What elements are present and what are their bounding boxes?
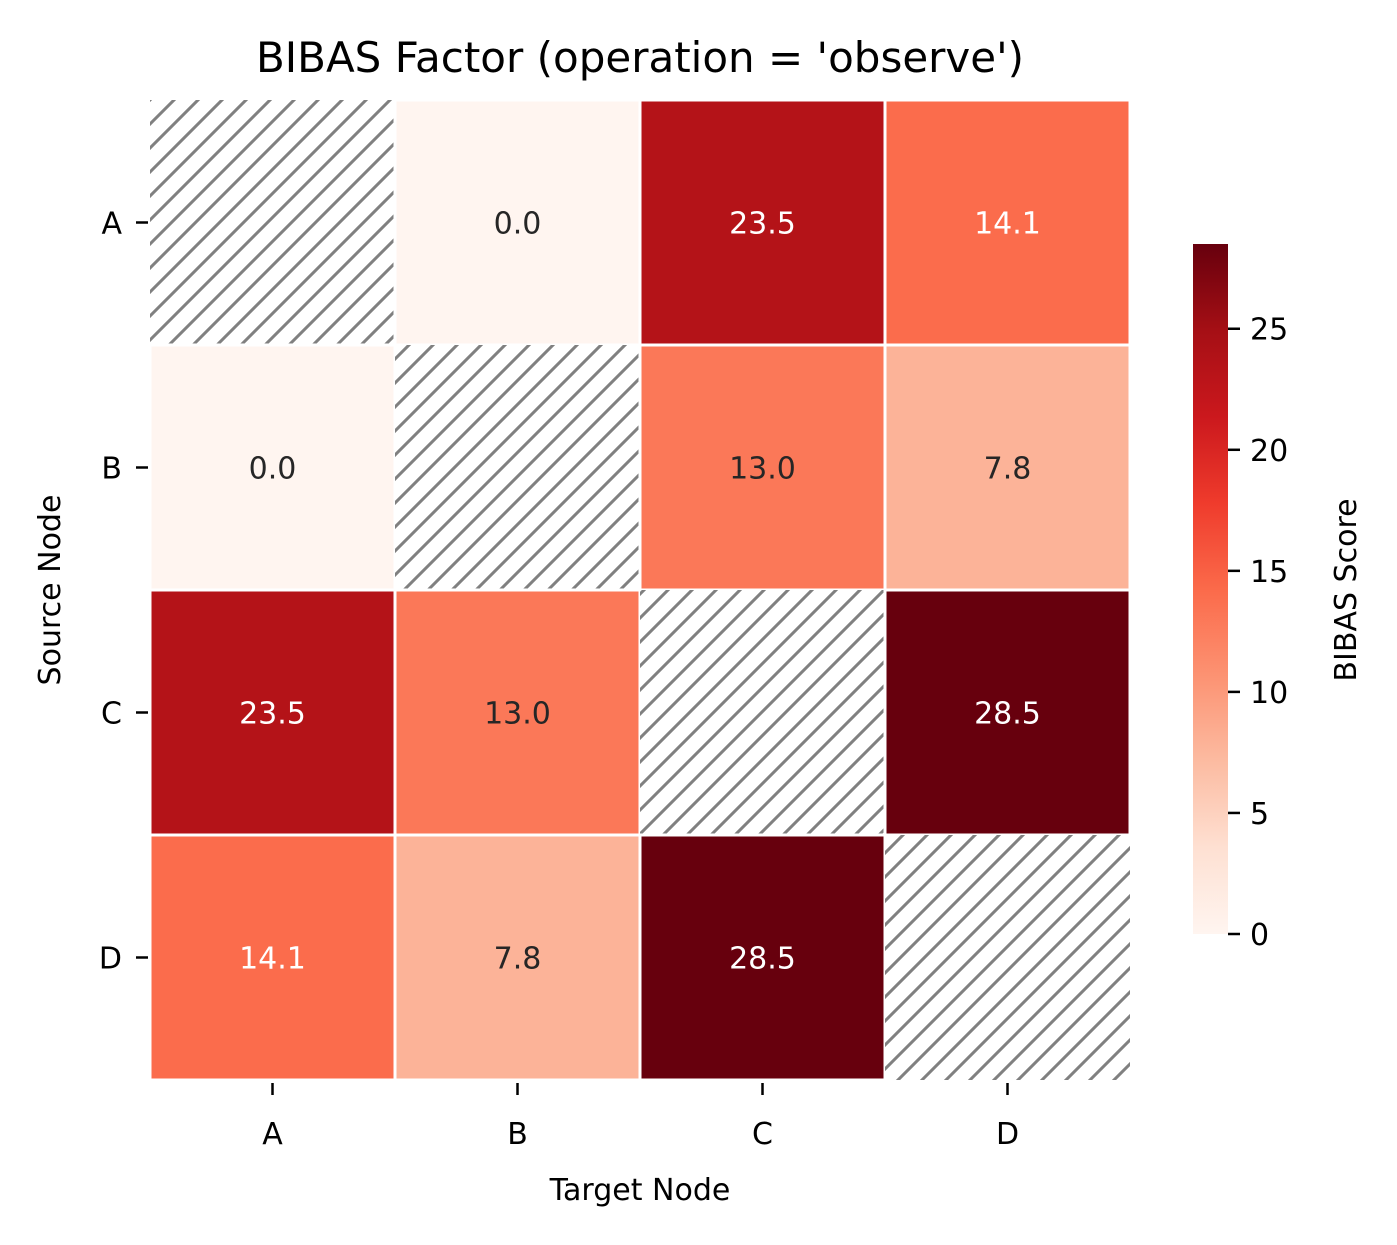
heatmap-cells: 0.0 23.5 14.1 0.0 13.0 7.8 23.5 13.0 28.5 14.1 7.8…: [148, 98, 1132, 1082]
heatmap-cell-b-a: [148, 343, 397, 592]
cell-value-d-a: 14.1: [239, 942, 306, 977]
x-axis: A B C D: [262, 1083, 1019, 1152]
x-axis-label: Target Node: [549, 1173, 731, 1208]
colorbar-tick-label-25: 25: [1250, 313, 1288, 348]
heatmap-cell-a-a-hatched: [150, 100, 395, 345]
heatmap-cell-d-d-hatched: [885, 835, 1130, 1080]
heatmap-cell-a-b: [393, 98, 642, 347]
colorbar-tick-label-0: 0: [1250, 918, 1269, 953]
cell-value-b-d: 7.8: [984, 452, 1032, 487]
x-tick-label-d: D: [996, 1117, 1019, 1152]
cell-value-a-c: 23.5: [729, 207, 796, 242]
cell-value-b-a: 0.0: [249, 452, 297, 487]
y-axis-label: Source Node: [33, 495, 68, 686]
colorbar-label: BIBAS Score: [1329, 498, 1364, 681]
heatmap-cell-d-c: [638, 833, 887, 1082]
y-tick-label-c: C: [101, 697, 122, 732]
colorbar-tick-label-10: 10: [1250, 676, 1288, 711]
y-axis: A B C D: [99, 207, 148, 977]
heatmap-cell-b-c: [638, 343, 887, 592]
heatmap-cell-c-b: [393, 588, 642, 837]
cell-value-d-b: 7.8: [494, 942, 542, 977]
heatmap-cell-c-c-hatched: [640, 590, 885, 835]
colorbar-tick-label-15: 15: [1250, 555, 1288, 590]
heatmap-cell-d-a: [148, 833, 397, 1082]
cell-value-c-b: 13.0: [484, 697, 551, 732]
x-tick-label-b: B: [507, 1117, 528, 1152]
y-tick-label-d: D: [99, 942, 122, 977]
cell-value-c-a: 23.5: [239, 697, 306, 732]
x-tick-label-c: C: [752, 1117, 773, 1152]
y-tick-label-b: B: [101, 452, 122, 487]
y-tick-label-a: A: [101, 207, 122, 242]
colorbar-tick-label-5: 5: [1250, 797, 1269, 832]
colorbar: 0 5 10 15 20 25 BIBAS Score: [1193, 244, 1364, 953]
heatmap-cell-a-d: [883, 98, 1132, 347]
x-tick-label-a: A: [262, 1117, 283, 1152]
cell-value-b-c: 13.0: [729, 452, 796, 487]
cell-value-c-d: 28.5: [974, 697, 1041, 732]
colorbar-gradient: [1193, 244, 1228, 934]
chart-title: BIBAS Factor (operation = 'observe'): [256, 33, 1024, 82]
colorbar-ticks: 0 5 10 15 20 25: [1228, 313, 1288, 953]
heatmap-cell-a-c: [638, 98, 887, 347]
heatmap-cell-b-d: [883, 343, 1132, 592]
colorbar-tick-label-20: 20: [1250, 434, 1288, 469]
cell-value-a-b: 0.0: [494, 207, 542, 242]
cell-value-a-d: 14.1: [974, 207, 1041, 242]
heatmap-cell-b-b-hatched: [395, 345, 640, 590]
cell-value-d-c: 28.5: [729, 942, 796, 977]
